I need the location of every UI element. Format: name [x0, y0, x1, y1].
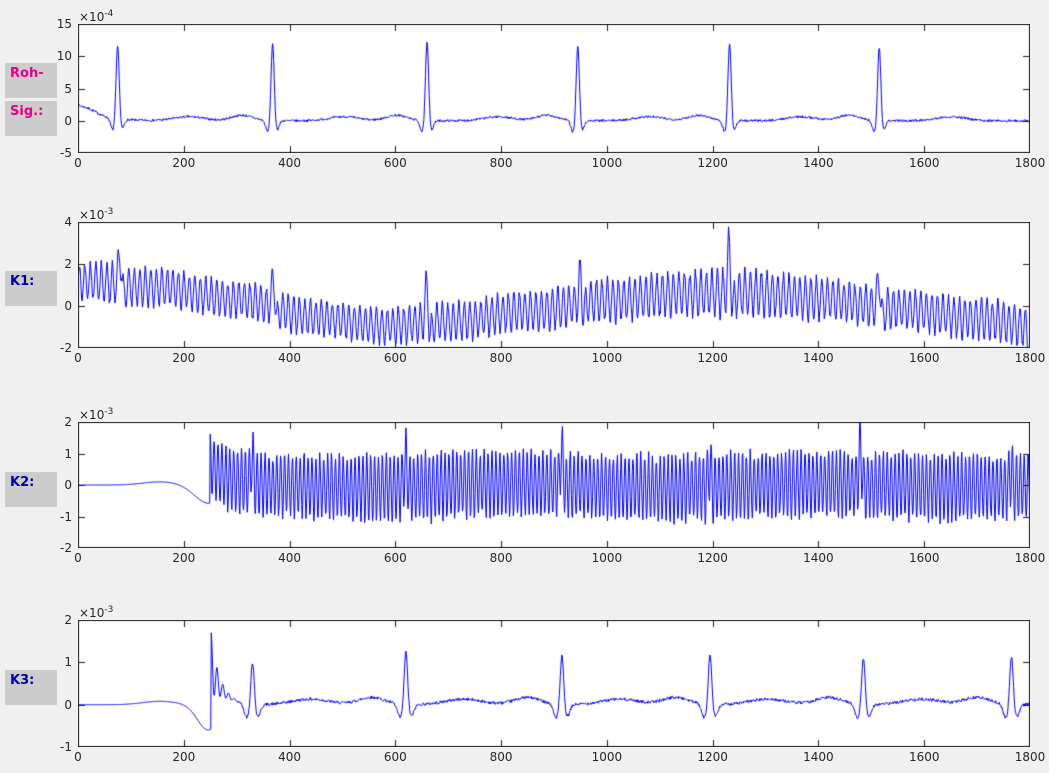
y-tick-label: 2 — [64, 613, 72, 627]
x-tick-label: 800 — [489, 156, 513, 170]
x-tick-label: 1800 — [1014, 551, 1046, 565]
x-tick-label: 400 — [278, 351, 301, 365]
x-tick-label: 600 — [383, 551, 407, 565]
x-tick-label: 1800 — [1014, 351, 1046, 365]
y-axis-multiplier: ×10-3 — [79, 603, 113, 620]
x-tick-label: 1400 — [803, 551, 834, 565]
y-tick-label: 2 — [64, 257, 72, 271]
x-tick-label: 0 — [74, 156, 82, 170]
y-tick-label: 15 — [56, 17, 72, 31]
y-tick-label: 0 — [64, 113, 72, 128]
multiplier-base: ×10 — [79, 208, 105, 222]
row-label-roh: Roh- — [5, 63, 57, 98]
x-tick-label: 800 — [489, 750, 513, 764]
multiplier-exponent: -4 — [104, 9, 114, 19]
subplot-4-axes — [78, 620, 1030, 747]
y-tick-label: 1 — [64, 655, 72, 670]
y-tick-label: 1 — [64, 446, 72, 461]
x-tick-label: 200 — [172, 750, 196, 764]
x-tick-label: 400 — [278, 750, 301, 764]
x-tick-label: 200 — [172, 156, 196, 170]
x-tick-label: 600 — [383, 750, 407, 764]
x-tick-label: 1200 — [697, 551, 728, 565]
x-tick-label: 0 — [74, 750, 82, 764]
subplot-2-axes — [78, 222, 1030, 348]
x-tick-label: 1000 — [591, 351, 623, 365]
multiplier-exponent: -3 — [104, 407, 114, 417]
x-tick-label: 200 — [172, 351, 196, 365]
x-tick-label: 1600 — [908, 156, 940, 170]
y-tick-label: -1 — [60, 740, 72, 754]
x-tick-label: 1800 — [1014, 156, 1046, 170]
y-tick-label: -2 — [60, 341, 72, 355]
x-tick-label: 0 — [74, 551, 82, 565]
x-tick-label: 400 — [278, 551, 301, 565]
subplot-3-axes — [78, 422, 1030, 548]
x-tick-label: 1000 — [591, 551, 623, 565]
x-tick-label: 400 — [278, 156, 301, 170]
y-tick-label: 10 — [56, 49, 72, 64]
multiplier-base: ×10 — [79, 606, 105, 620]
row-label-sig: Sig.: — [5, 101, 57, 136]
y-tick-label: 5 — [64, 81, 72, 96]
x-tick-label: 1200 — [697, 156, 728, 170]
y-axis-multiplier: ×10-3 — [79, 205, 113, 222]
subplot-1-axes — [78, 24, 1030, 153]
y-tick-label: -1 — [60, 509, 72, 524]
x-tick-label: 1200 — [697, 351, 728, 365]
x-tick-label: 1000 — [591, 750, 623, 764]
y-tick-label: -5 — [60, 146, 72, 160]
multiplier-base: ×10 — [79, 10, 105, 24]
y-tick-label: 0 — [64, 697, 72, 712]
multiplier-exponent: -3 — [104, 207, 114, 217]
x-tick-label: 200 — [172, 551, 196, 565]
x-tick-label: 0 — [74, 351, 82, 365]
y-tick-label: 0 — [64, 299, 72, 313]
x-tick-label: 1400 — [803, 351, 834, 365]
x-tick-label: 600 — [383, 351, 407, 365]
multiplier-base: ×10 — [79, 408, 105, 422]
x-tick-label: 800 — [489, 351, 513, 365]
x-tick-label: 1600 — [908, 351, 940, 365]
x-tick-label: 1400 — [803, 156, 834, 170]
y-axis-multiplier: ×10-4 — [79, 7, 113, 24]
x-tick-label: 800 — [489, 551, 513, 565]
y-tick-label: 0 — [64, 478, 72, 492]
multiplier-exponent: -3 — [104, 605, 114, 615]
y-tick-label: 2 — [64, 415, 72, 429]
y-tick-label: -2 — [60, 541, 72, 555]
x-tick-label: 1400 — [803, 750, 834, 764]
x-tick-label: 1800 — [1014, 750, 1046, 764]
y-axis-multiplier: ×10-3 — [79, 405, 113, 422]
x-tick-label: 1600 — [908, 551, 940, 565]
row-label-k1: K1: — [5, 271, 57, 306]
y-tick-label: 4 — [64, 215, 72, 229]
x-tick-label: 1000 — [591, 156, 623, 170]
row-label-k3: K3: — [5, 670, 57, 705]
x-tick-label: 1600 — [908, 750, 940, 764]
x-tick-label: 1200 — [697, 750, 728, 764]
row-label-k2: K2: — [5, 472, 57, 507]
x-tick-label: 600 — [383, 156, 407, 170]
